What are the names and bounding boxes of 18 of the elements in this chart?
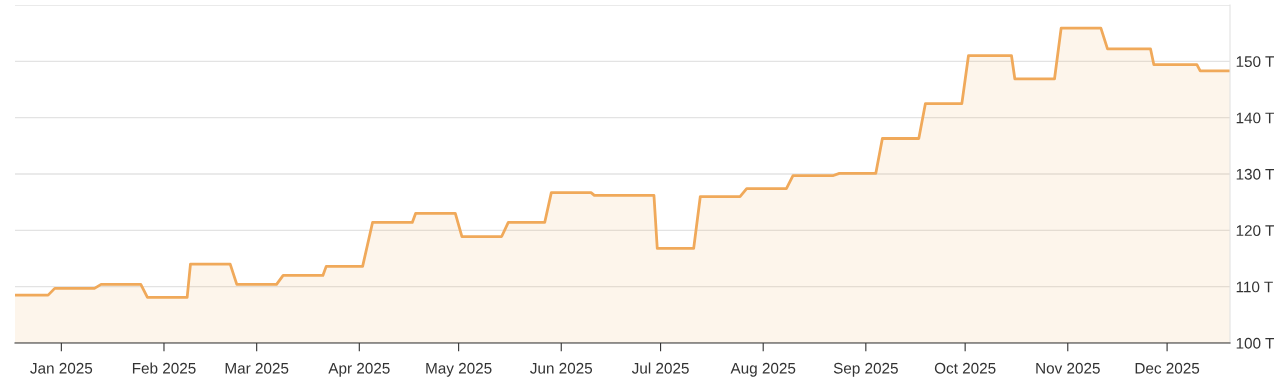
x-tick-label: Apr 2025: [328, 362, 390, 377]
x-tick-label: Jan 2025: [30, 362, 93, 374]
x-tick-label: Mar 2025: [225, 362, 289, 374]
x-tick-label: Jun 2025: [530, 362, 593, 374]
x-tick-label: Feb 2025: [132, 362, 196, 374]
y-tick-label: 110 T: [1236, 281, 1273, 293]
x-tick-label: Oct 2025: [934, 362, 996, 374]
y-tick-label: 100 T: [1236, 337, 1275, 349]
y-tick-label: 120 T: [1236, 225, 1275, 237]
x-tick-label: Jul 2025: [631, 362, 689, 374]
x-tick-label: Aug 2025: [730, 362, 796, 377]
x-tick-label: May 2025: [426, 362, 492, 377]
x-tick-label: Sep 2025: [833, 362, 898, 377]
y-tick-label: 150 T: [1236, 56, 1275, 68]
y-tick-label: 130 T: [1236, 168, 1275, 180]
y-tick-label: 140 T: [1236, 112, 1275, 124]
x-tick-label: Nov 2025: [1036, 362, 1100, 374]
x-tick-label: Dec 2025: [1135, 362, 1200, 374]
